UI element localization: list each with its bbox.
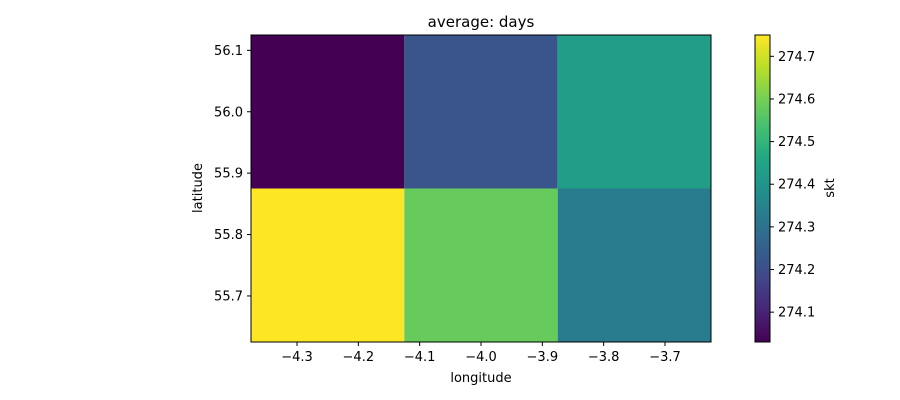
y-axis-label: latitude — [191, 163, 206, 213]
chart-title: average: days — [428, 13, 535, 31]
x-axis-ticks: −4.3 −4.2 −4.1 −4.0 −3.9 −3.8 −3.7 — [281, 342, 681, 365]
x-tick-label: −3.8 — [588, 350, 620, 365]
x-tick-label: −4.0 — [465, 350, 497, 365]
y-tick-label: 55.8 — [214, 228, 243, 243]
colorbar-tick-label: 274.6 — [778, 92, 815, 107]
y-tick-label: 56.0 — [214, 105, 243, 120]
colorbar-tick-label: 274.3 — [778, 220, 815, 235]
heatmap-cell — [404, 188, 558, 342]
x-tick-label: −3.9 — [527, 350, 559, 365]
heatmap-cell — [251, 188, 405, 342]
x-tick-label: −4.1 — [404, 350, 436, 365]
colorbar-tick-label: 274.1 — [778, 306, 815, 321]
x-tick-label: −4.3 — [281, 350, 313, 365]
heatmap-cell — [251, 35, 405, 189]
x-tick-label: −3.7 — [649, 350, 681, 365]
colorbar-label: skt — [823, 178, 838, 197]
colorbar-tick-label: 274.2 — [778, 263, 815, 278]
colorbar-tick-label: 274.5 — [778, 135, 815, 150]
heatmap-cell — [557, 35, 711, 189]
colorbar-ticks: 274.1 274.2 274.3 274.4 274.5 274.6 274.7 — [770, 50, 815, 321]
y-tick-label: 55.7 — [214, 289, 243, 304]
x-tick-label: −4.2 — [343, 350, 375, 365]
colorbar-tick-label: 274.7 — [778, 50, 815, 65]
heatmap-cell — [404, 35, 558, 189]
y-tick-label: 56.1 — [214, 44, 243, 59]
heatmap-cell — [557, 188, 711, 342]
colorbar-tick-label: 274.4 — [778, 178, 815, 193]
x-axis-label: longitude — [450, 371, 511, 386]
y-axis-ticks: 55.7 55.8 55.9 56.0 56.1 — [214, 44, 251, 304]
colorbar — [754, 34, 771, 343]
heatmap-cells — [251, 35, 711, 342]
y-tick-label: 55.9 — [214, 167, 243, 182]
